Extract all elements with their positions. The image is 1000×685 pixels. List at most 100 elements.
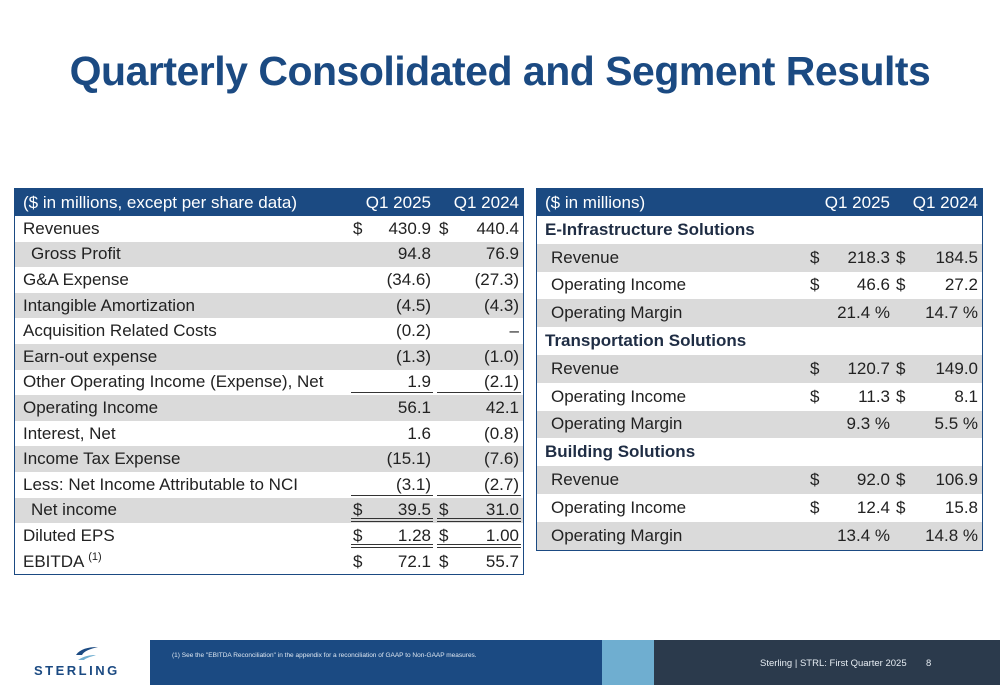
table-row: Revenue $120.7 $149.0 <box>537 354 982 383</box>
value-q1-2025: 9.3 % <box>846 414 890 434</box>
value-q1-2025: (0.2) <box>396 321 431 341</box>
value-q1-2024: – <box>509 321 519 341</box>
value-q1-2024: 15.8 <box>944 497 978 517</box>
ebitda-label: EBITDA <box>23 552 84 572</box>
table-row: Less: Net Income Attributable to NCI (3.… <box>15 472 523 498</box>
value-q1-2024: 8.1 <box>954 386 978 406</box>
table-row: EBITDA (1) $72.1 $55.7 <box>15 549 523 575</box>
row-label: Operating Income <box>23 397 159 417</box>
table-row: Operating Income $46.6 $27.2 <box>537 272 982 300</box>
value-q1-2024: (1.0) <box>484 346 519 366</box>
header-col-q1-2024: Q1 2024 <box>453 192 519 212</box>
value-q1-2025: 218.3 <box>847 247 890 267</box>
value-q1-2024: (2.7) <box>484 474 519 494</box>
row-label: Interest, Net <box>23 423 116 443</box>
value-q1-2024: (7.6) <box>484 449 519 469</box>
page-title: Quarterly Consolidated and Segment Resul… <box>69 48 931 94</box>
row-label: Operating Income <box>551 275 687 295</box>
row-label: Operating Margin <box>551 525 683 545</box>
value-q1-2025: (1.3) <box>396 346 431 366</box>
table-row: Income Tax Expense (15.1) (7.6) <box>15 446 523 472</box>
dollar-sign: $ <box>810 497 820 517</box>
dollar-sign: $ <box>810 358 820 378</box>
table-row: Diluted EPS $1.28 $1.00 <box>15 523 523 549</box>
table-row: Revenue $218.3 $184.5 <box>537 243 982 272</box>
value-q1-2025: 12.4 <box>856 497 890 517</box>
value-q1-2025: 94.8 <box>397 244 431 264</box>
underline <box>351 494 433 496</box>
table-row: Gross Profit 94.8 76.9 <box>15 241 523 268</box>
logo-text: STERLING <box>34 663 120 678</box>
sterling-logo: STERLING <box>0 640 150 685</box>
value-q1-2025: (15.1) <box>386 449 431 469</box>
value-q1-2024: 1.00 <box>485 525 519 545</box>
double-underline <box>351 518 433 523</box>
dollar-sign: $ <box>353 551 363 571</box>
footer-bar: STERLING (1) See the "EBITDA Reconciliat… <box>0 640 1000 685</box>
segment-name: Transportation Solutions <box>545 331 747 351</box>
dollar-sign: $ <box>439 551 449 571</box>
value-q1-2024: 27.2 <box>944 275 978 295</box>
value-q1-2024: (2.1) <box>484 372 519 392</box>
row-label: Revenue <box>551 247 620 267</box>
value-q1-2024: 106.9 <box>935 470 978 490</box>
row-label: Operating Income <box>551 497 687 517</box>
table-row: Interest, Net 1.6 (0.8) <box>15 421 523 447</box>
row-label: Other Operating Income (Expense), Net <box>23 372 324 392</box>
dollar-sign: $ <box>439 500 449 520</box>
row-label: Gross Profit <box>31 244 121 264</box>
row-label: Acquisition Related Costs <box>23 321 217 341</box>
table-row: Operating Margin 21.4 % 14.7 % <box>537 299 982 328</box>
value-q1-2024: 14.7 % <box>925 303 978 323</box>
dollar-sign: $ <box>896 386 906 406</box>
value-q1-2025: (3.1) <box>396 474 431 494</box>
table-row: Intangible Amortization (4.5) (4.3) <box>15 292 523 319</box>
value-q1-2025: 21.4 % <box>837 303 890 323</box>
segment-name: Building Solutions <box>545 442 696 462</box>
dollar-sign: $ <box>353 500 363 520</box>
dollar-sign: $ <box>896 247 906 267</box>
value-q1-2024: 149.0 <box>935 358 978 378</box>
sterling-swoosh-icon <box>76 647 98 660</box>
row-label: Earn-out expense <box>23 346 158 366</box>
value-q1-2024: (4.3) <box>484 295 519 315</box>
header-col-q1-2025: Q1 2025 <box>824 192 890 212</box>
header-label: ($ in millions, except per share data) <box>23 192 298 212</box>
table-row: Operating Income 56.1 42.1 <box>15 395 523 421</box>
value-q1-2024: 31.0 <box>485 500 519 520</box>
table-row: Operating Margin 13.4 % 14.8 % <box>537 521 982 550</box>
footnote-text: (1) See the "EBITDA Reconciliation" in t… <box>172 652 477 659</box>
value-q1-2024: (0.8) <box>484 423 519 443</box>
value-q1-2025: 1.6 <box>407 423 431 443</box>
value-q1-2025: 39.5 <box>397 500 431 520</box>
footer-accent-block <box>602 640 654 685</box>
table-row: Operating Income $12.4 $15.8 <box>537 494 982 522</box>
footnote-marker: (1) <box>88 551 102 564</box>
value-q1-2025: (4.5) <box>396 295 431 315</box>
dollar-sign: $ <box>439 525 449 545</box>
segment-name: E-Infrastructure Solutions <box>545 219 755 239</box>
segment-heading: Building Solutions <box>537 438 982 466</box>
header-label: ($ in millions) <box>545 192 646 212</box>
value-q1-2025: 1.9 <box>407 372 431 392</box>
header-col-q1-2025: Q1 2025 <box>365 192 431 212</box>
dollar-sign: $ <box>353 218 363 238</box>
double-underline <box>437 518 521 523</box>
row-label: Income Tax Expense <box>23 449 181 469</box>
value-q1-2024: (27.3) <box>474 269 519 289</box>
value-q1-2024: 440.4 <box>476 218 519 238</box>
row-label: EBITDA (1) <box>15 551 349 572</box>
value-q1-2025: 92.0 <box>856 470 890 490</box>
row-label: G&A Expense <box>23 269 129 289</box>
underline <box>351 392 433 394</box>
table-row: Earn-out expense (1.3) (1.0) <box>15 343 523 370</box>
value-q1-2024: 76.9 <box>485 244 519 264</box>
value-q1-2024: 184.5 <box>935 247 978 267</box>
value-q1-2024: 42.1 <box>485 397 519 417</box>
table-row: Operating Margin 9.3 % 5.5 % <box>537 410 982 439</box>
value-q1-2024: 55.7 <box>485 551 519 571</box>
row-label: Operating Income <box>551 386 687 406</box>
page-number: 8 <box>926 658 932 669</box>
value-q1-2025: 11.3 <box>858 386 890 406</box>
dollar-sign: $ <box>439 218 449 238</box>
